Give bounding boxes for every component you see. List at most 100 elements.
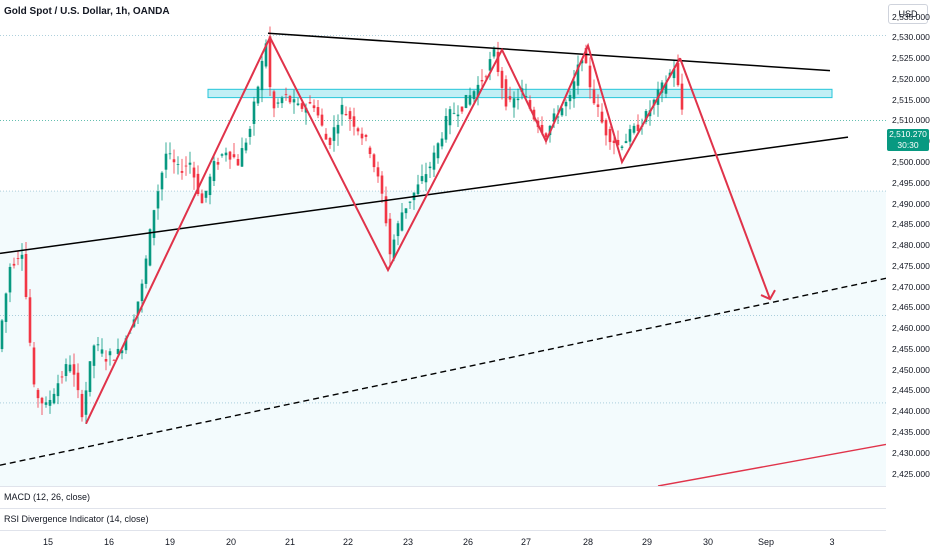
candle-up [512,98,516,108]
candle-down [616,139,620,146]
currency-selector[interactable]: USD [888,4,928,24]
price-tick-label: 2,440.000 [892,406,930,417]
candle-down [104,359,108,362]
candle-up [436,143,440,159]
candle-down [384,196,388,224]
time-tick-label: 27 [520,537,532,547]
time-tick-label: 22 [342,537,354,547]
candle-down [588,65,592,88]
candle-up [52,393,56,404]
candle-down [24,253,28,298]
candle-down [28,297,32,343]
lower-channel-dashed [0,277,886,466]
macd-pane[interactable]: MACD (12, 26, close) [0,486,886,509]
rsi-label[interactable]: RSI Divergence Indicator (14, close) [4,514,149,524]
candle-up [248,128,252,137]
candle-up [92,345,96,366]
lower-zone-background [0,191,886,486]
candle-down [344,113,348,116]
candle-up [8,266,12,293]
candle-down [636,124,640,131]
red-trendline-bottom [657,443,886,486]
candle-up [400,212,404,231]
candle-down [300,103,304,109]
candle-up [240,148,244,167]
candle-up [140,283,144,302]
price-tick-label: 2,500.000 [892,157,930,167]
candle-up [424,174,428,183]
candle-up [168,153,172,155]
candle-up [68,364,72,372]
price-tick-label: 2,430.000 [892,447,930,458]
candle-down [80,393,84,418]
candle-down [592,89,596,104]
candle-up [524,96,528,98]
candle-down [268,36,272,88]
candle-down [680,83,684,110]
candle-up [416,184,420,195]
candle-down [324,133,328,140]
candle-up [652,99,656,106]
candle-down [284,94,288,96]
price-tick-label: 2,435.000 [892,427,930,437]
candle-down [528,100,532,109]
candle-down [600,111,604,123]
candle-up [148,229,152,266]
price-tick-label: 2,445.000 [892,385,930,396]
price-tick-label: 2,525.000 [892,53,930,64]
candle-down [504,79,508,107]
candle-up [572,81,576,99]
candle-up [492,49,496,57]
projection-arrow-line [679,57,771,300]
candle-down [388,218,392,255]
candle-down [500,70,504,88]
candle-down [228,151,232,160]
resistance-trendline [267,32,831,72]
candle-up [432,152,436,170]
candle-up [644,111,648,122]
candle-up [84,390,88,415]
candle-up [108,351,112,356]
rsi-pane[interactable]: RSI Divergence Indicator (14, close) [0,508,886,531]
candle-up [552,113,556,122]
candle-up [516,98,520,101]
candle-down [180,171,184,173]
time-tick-label: 28 [582,537,594,547]
candle-up [264,43,268,67]
candle-up [428,166,432,169]
candle-down [460,106,464,112]
symbol-title[interactable]: Gold Spot / U.S. Dollar, 1h, OANDA [4,6,170,17]
price-chart[interactable] [0,0,886,486]
candle-up [672,68,676,79]
candle-down [604,120,608,136]
price-tick-label: 2,475.000 [892,260,930,271]
candle-down [288,95,292,103]
candle-down [348,111,352,120]
macd-label[interactable]: MACD (12, 26, close) [4,492,91,502]
candle-up [440,138,444,147]
candle-up [152,210,156,238]
price-tick-label: 2,455.000 [892,343,930,354]
candle-down [172,159,176,163]
candle-up [332,127,336,141]
price-axis[interactable]: 2,535.000 2,530.000 2,525.000 2,520.000 2,51… [886,0,932,486]
candle-down [496,51,500,72]
candle-down [612,140,616,143]
candle-up [252,101,256,124]
last-price-badge: 2,510.270 30:30 [887,129,929,151]
bar-countdown: 30:30 [897,140,919,150]
candle-down [328,137,332,146]
time-tick-label: 15 [42,537,54,547]
time-tick-label: 3 [829,537,835,547]
candle-down [368,147,372,154]
candle-down [196,173,200,195]
candle-down [312,105,316,109]
candle-down [380,175,384,194]
candle-up [120,350,124,354]
candle-up [256,86,260,104]
time-tick-label: 16 [103,537,115,547]
price-tick-label: 2,485.000 [892,219,930,230]
candle-down [596,104,600,108]
time-axis[interactable]: 15 16 19 20 21 22 23 26 27 28 29 30 Sep 3 [0,530,886,551]
candle-up [96,344,100,346]
